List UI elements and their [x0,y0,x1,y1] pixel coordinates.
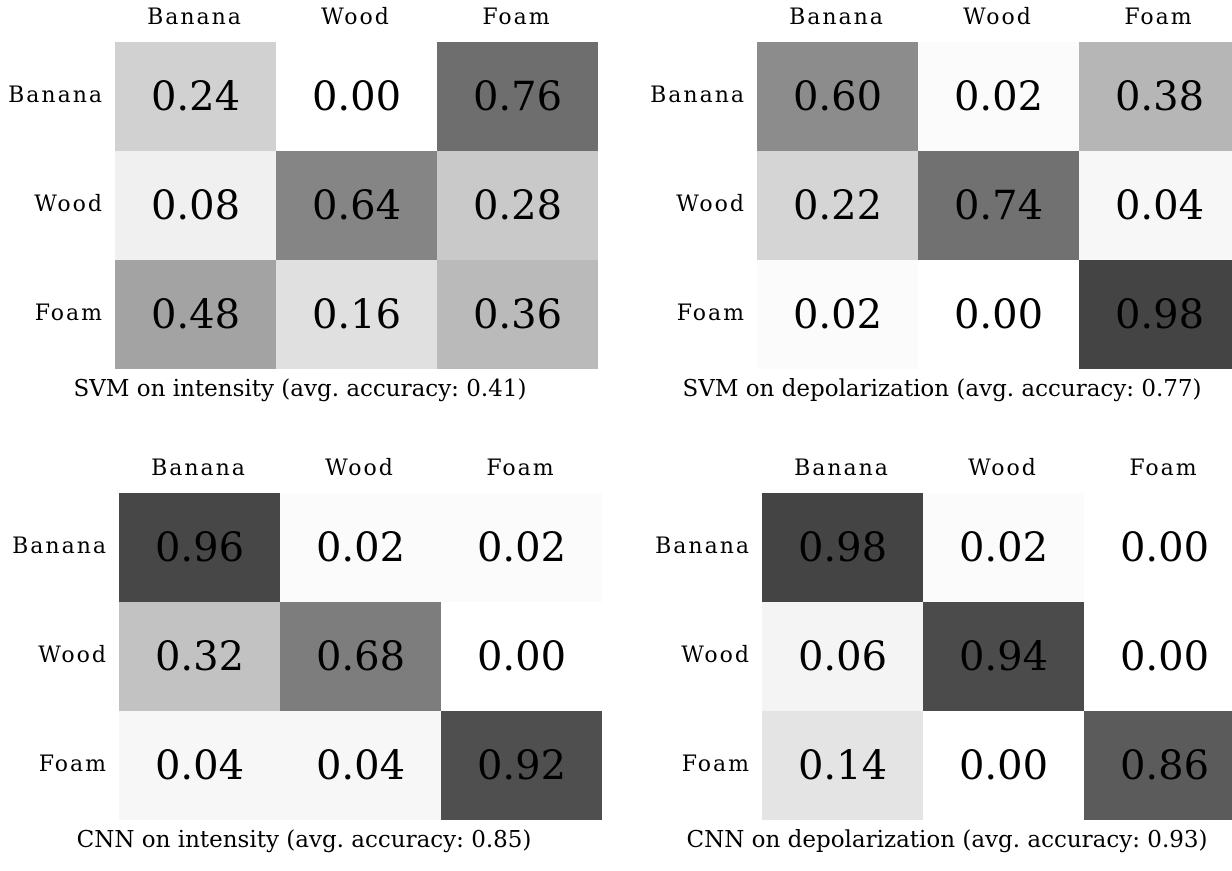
heatmap-cell: 0.98 [762,493,923,602]
confusion-matrix-svm-intensity: Banana Wood Foam Banana Wood Foam 0.24 0.00 0.76… [0,0,600,420]
heatmap-cell: 0.04 [119,711,280,820]
column-label-foam: Foam [486,456,556,481]
heatmap-cell: 0.92 [441,711,602,820]
heatmap-cell: 0.00 [1084,493,1232,602]
heatmap-cell: 0.04 [1079,151,1232,260]
row-label-banana: Banana [650,83,746,108]
chart-caption: SVM on intensity (avg. accuracy: 0.41) [73,376,527,402]
column-label-foam: Foam [1124,5,1194,30]
confusion-matrix-svm-depolarization: Banana Wood Foam Banana Wood Foam 0.60 0.02 0.38… [642,0,1232,420]
column-label-foam: Foam [482,5,552,30]
column-label-banana: Banana [794,456,890,481]
row-label-foam: Foam [676,301,746,326]
heatmap-cell: 0.74 [918,151,1079,260]
row-label-foam: Foam [681,752,751,777]
heatmap-cell: 0.38 [1079,42,1232,151]
chart-caption: CNN on depolarization (avg. accuracy: 0.… [686,827,1208,853]
heatmap-cell: 0.14 [762,711,923,820]
heatmap-cell: 0.00 [276,42,437,151]
chart-caption: CNN on intensity (avg. accuracy: 0.85) [76,827,532,853]
heatmap-cell: 0.94 [923,602,1084,711]
heatmap-cell: 0.02 [757,260,918,369]
row-label-wood: Wood [676,192,746,217]
heatmap-cell: 0.48 [115,260,276,369]
column-label-banana: Banana [147,5,243,30]
heatmap-cell: 0.28 [437,151,598,260]
heatmap-cell: 0.36 [437,260,598,369]
heatmap-grid: 0.60 0.02 0.38 0.22 0.74 0.04 0.02 0.00 0.98 [757,42,1232,369]
heatmap-cell: 0.02 [441,493,602,602]
row-label-wood: Wood [681,643,751,668]
heatmap-cell: 0.96 [119,493,280,602]
heatmap-cell: 0.76 [437,42,598,151]
row-label-foam: Foam [34,301,104,326]
column-label-foam: Foam [1129,456,1199,481]
heatmap-cell: 0.24 [115,42,276,151]
heatmap-grid: 0.24 0.00 0.76 0.08 0.64 0.28 0.48 0.16 0.36 [115,42,598,369]
row-label-foam: Foam [38,752,108,777]
heatmap-grid: 0.98 0.02 0.00 0.06 0.94 0.00 0.14 0.00 0.86 [762,493,1232,820]
column-label-wood: Wood [963,5,1033,30]
heatmap-cell: 0.06 [762,602,923,711]
row-label-wood: Wood [38,643,108,668]
heatmap-cell: 0.00 [923,711,1084,820]
heatmap-cell: 0.68 [280,602,441,711]
column-label-banana: Banana [789,5,885,30]
column-label-wood: Wood [968,456,1038,481]
row-label-wood: Wood [34,192,104,217]
row-label-banana: Banana [655,534,751,559]
heatmap-cell: 0.04 [280,711,441,820]
heatmap-cell: 0.60 [757,42,918,151]
heatmap-cell: 0.22 [757,151,918,260]
heatmap-cell: 0.16 [276,260,437,369]
heatmap-cell: 0.32 [119,602,280,711]
heatmap-cell: 0.02 [280,493,441,602]
heatmap-cell: 0.08 [115,151,276,260]
confusion-matrix-cnn-depolarization: Banana Wood Foam Banana Wood Foam 0.98 0.02 0.00… [647,451,1232,871]
row-label-banana: Banana [8,83,104,108]
heatmap-cell: 0.00 [441,602,602,711]
row-label-banana: Banana [12,534,108,559]
chart-caption: SVM on depolarization (avg. accuracy: 0.… [682,376,1202,402]
heatmap-cell: 0.64 [276,151,437,260]
heatmap-grid: 0.96 0.02 0.02 0.32 0.68 0.00 0.04 0.04 0.92 [119,493,602,820]
column-label-wood: Wood [321,5,391,30]
confusion-matrix-cnn-intensity: Banana Wood Foam Banana Wood Foam 0.96 0.02 0.02… [4,451,604,871]
heatmap-cell: 0.00 [918,260,1079,369]
heatmap-cell: 0.00 [1084,602,1232,711]
heatmap-cell: 0.98 [1079,260,1232,369]
column-label-wood: Wood [325,456,395,481]
heatmap-cell: 0.86 [1084,711,1232,820]
column-label-banana: Banana [151,456,247,481]
heatmap-cell: 0.02 [923,493,1084,602]
heatmap-cell: 0.02 [918,42,1079,151]
